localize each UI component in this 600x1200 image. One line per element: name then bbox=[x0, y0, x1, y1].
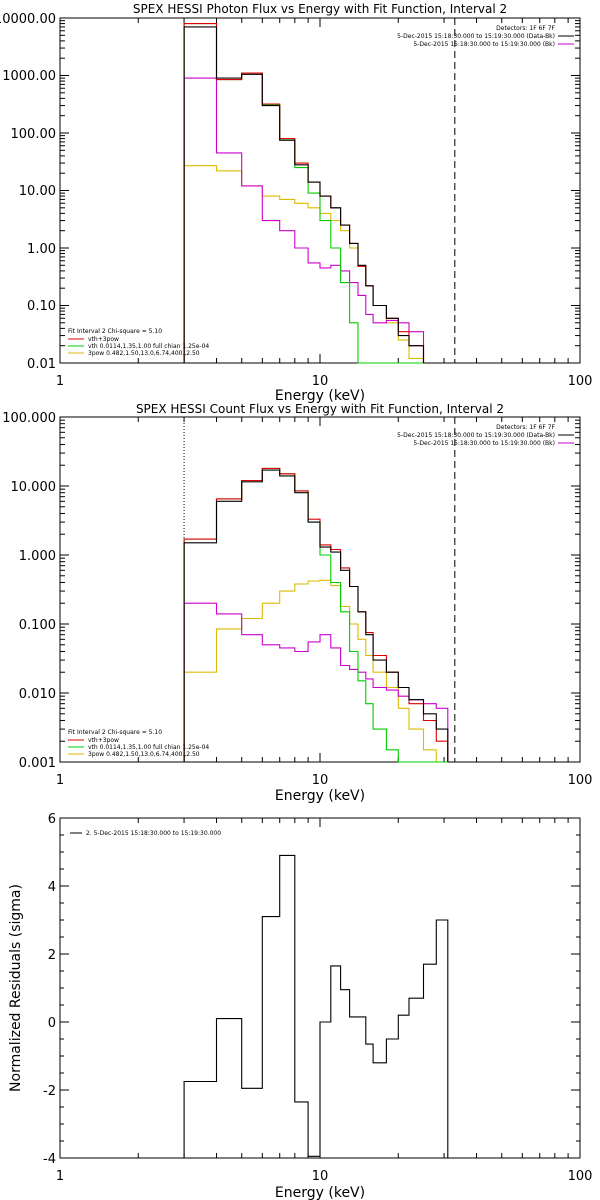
residuals-ytick-label: -4 bbox=[43, 1152, 56, 1167]
residuals-marks bbox=[183, 854, 459, 1159]
legend-text: 2. 5-Dec-2015 15:18:30.000 to 15:19:30.0… bbox=[86, 830, 221, 837]
series-3pow-line bbox=[183, 579, 448, 763]
residuals-ytick-label: 0 bbox=[48, 1016, 56, 1031]
series-3pow-line bbox=[183, 165, 425, 363]
series-fit-total-line bbox=[183, 467, 449, 762]
photon-flux-xtick-label: 100 bbox=[568, 374, 593, 389]
count-flux-ytick-label: 0.010 bbox=[19, 687, 56, 702]
legend-text: Fit Interval 2 Chi-square = 5.10 bbox=[68, 328, 162, 335]
count-flux-ytick-label: 0.001 bbox=[19, 756, 56, 771]
residuals-ytick-label: 6 bbox=[48, 812, 56, 827]
count-flux-xtick-label: 1 bbox=[56, 773, 64, 788]
photon-flux-ytick-label: 1.00 bbox=[27, 242, 56, 257]
legend-text: 3pow 0.482,1.50,13.0,6.74,400.,2.50 bbox=[88, 751, 200, 758]
photon-flux-xtick-label: 1 bbox=[56, 374, 64, 389]
count-flux-legend-topright: Detectors: 1F 6F 7F 5-Dec-2015 15:18:30.… bbox=[397, 424, 574, 447]
residuals-legend: 2. 5-Dec-2015 15:18:30.000 to 15:19:30.0… bbox=[70, 830, 221, 837]
legend-text: 5-Dec-2015 15:18:30.000 to 15:19:30.000 … bbox=[413, 41, 555, 48]
photon-flux-xtick-label: 10 bbox=[312, 374, 329, 389]
photon-flux-xlabel: Energy (keV) bbox=[275, 388, 365, 404]
legend-text: Fit Interval 2 Chi-square = 5.10 bbox=[68, 729, 162, 736]
count-flux-ytick-label: 100.000 bbox=[2, 411, 56, 426]
photon-flux-ytick-label: 10.00 bbox=[19, 184, 56, 199]
photon-flux-ytick-label: 10000.00 bbox=[0, 12, 56, 27]
series-fit-total-line bbox=[183, 23, 425, 363]
photon-flux-ytick-label: 1000.00 bbox=[2, 69, 56, 84]
count-flux-panel: SPEX HESSI Count Flux vs Energy with Fit… bbox=[2, 402, 592, 804]
count-flux-frame bbox=[59, 416, 581, 763]
series-vth-line bbox=[183, 467, 448, 763]
residuals-xtick-label: 1 bbox=[56, 1169, 64, 1184]
residuals-ytick-label: 4 bbox=[48, 880, 56, 895]
count-flux-ytick-label: 10.000 bbox=[11, 480, 57, 495]
photon-flux-ytick-label: 100.00 bbox=[11, 127, 57, 142]
legend-text: Detectors: 1F 6F 7F bbox=[496, 25, 555, 32]
legend-text: Detectors: 1F 6F 7F bbox=[496, 424, 555, 431]
count-flux-marks bbox=[183, 417, 456, 763]
legend-text: 5-Dec-2015 15:18:30.000 to 15:19:30.000 … bbox=[413, 440, 555, 447]
count-flux-xtick-label: 100 bbox=[568, 773, 593, 788]
residuals-panel: 1 10 100 Energy (keV) -4 -2 0 2 4 6 Norm… bbox=[8, 812, 592, 1200]
residuals-xtick-label: 100 bbox=[568, 1169, 593, 1184]
series-vth-line bbox=[183, 23, 424, 364]
series-background-line bbox=[183, 77, 425, 363]
series-data-line bbox=[183, 26, 425, 363]
legend-text: 5-Dec-2015 15:18:30.000 to 15:19:30.000 … bbox=[397, 432, 555, 439]
count-flux-ticks bbox=[59, 417, 580, 763]
photon-flux-marks bbox=[183, 18, 456, 364]
photon-flux-legend-topright: Detectors: 1F 6F 7F 5-Dec-2015 15:18:30.… bbox=[397, 25, 574, 48]
photon-flux-title: SPEX HESSI Photon Flux vs Energy with Fi… bbox=[133, 2, 507, 16]
legend-text: 3pow 0.482,1.50,13.0,6.74,400.,2.50 bbox=[88, 350, 200, 357]
count-flux-ytick-label: 1.000 bbox=[19, 549, 56, 564]
residuals-ytick-label: -2 bbox=[43, 1084, 56, 1099]
residuals-xtick-label: 10 bbox=[312, 1169, 329, 1184]
photon-flux-ytick-label: 0.01 bbox=[27, 357, 56, 372]
count-flux-legend-bottomleft: Fit Interval 2 Chi-square = 5.10 vth+3po… bbox=[68, 729, 209, 758]
legend-text: vth 0.0114,1.35,1.00 full chian 1.25e-04 bbox=[88, 744, 209, 751]
series-background-line bbox=[183, 602, 449, 762]
photon-flux-legend-bottomleft: Fit Interval 2 Chi-square = 5.10 vth+3po… bbox=[68, 328, 209, 357]
photon-flux-ytick-label: 0.10 bbox=[27, 299, 56, 314]
count-flux-xlabel: Energy (keV) bbox=[275, 788, 365, 804]
legend-text: 5-Dec-2015 15:18:30.000 to 15:19:30.000 … bbox=[397, 33, 555, 40]
series-data-line bbox=[183, 469, 449, 762]
legend-text: vth+3pow bbox=[88, 336, 119, 343]
count-flux-title: SPEX HESSI Count Flux vs Energy with Fit… bbox=[136, 402, 504, 416]
residuals-ytick-label: 2 bbox=[48, 948, 56, 963]
count-flux-ytick-label: 0.100 bbox=[19, 618, 56, 633]
legend-text: vth+3pow bbox=[88, 737, 119, 744]
legend-text: vth 0.0114,1.35,1.00 full chian 1.25e-04 bbox=[88, 343, 209, 350]
residuals-xlabel: Energy (keV) bbox=[275, 1185, 365, 1200]
residuals-ylabel: Normalized Residuals (sigma) bbox=[8, 884, 24, 1092]
photon-flux-panel: SPEX HESSI Photon Flux vs Energy with Fi… bbox=[0, 2, 592, 404]
photon-flux-ticks bbox=[59, 18, 580, 364]
count-flux-xtick-label: 10 bbox=[312, 773, 329, 788]
series-data-line bbox=[183, 854, 459, 1159]
